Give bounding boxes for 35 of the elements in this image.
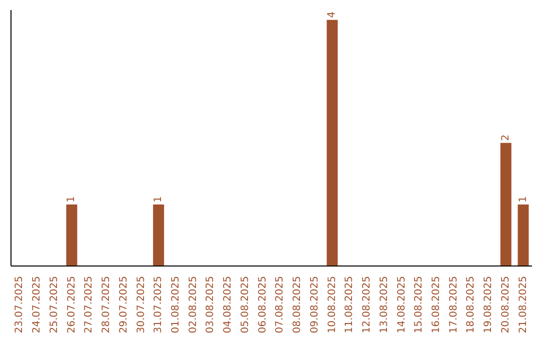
x-tick-label: 29.07.2025 [118,276,130,334]
x-tick-label: 28.07.2025 [101,276,112,334]
x-tick-label: 10.08.2025 [326,276,338,334]
x-tick-label: 12.08.2025 [362,276,373,334]
x-tick-label: 03.08.2025 [205,276,216,334]
data-label: 1 [66,196,78,202]
x-tick-label: 16.08.2025 [430,276,442,334]
x-tick-label: 21.08.2025 [518,276,529,334]
x-tick-label: 07.08.2025 [274,276,286,334]
data-label: 2 [500,134,512,141]
x-tick-label: 30.07.2025 [136,276,147,334]
data-label: 1 [153,196,164,202]
data-label: 1 [518,196,529,202]
x-tick-label: 19.08.2025 [483,276,494,334]
x-tick-label: 11.08.2025 [344,276,356,334]
x-tick-label: 05.08.2025 [240,276,251,334]
x-tick-label: 06.08.2025 [257,276,268,334]
x-tick-label: 04.08.2025 [222,276,234,334]
x-tick-label: 08.08.2025 [292,276,304,334]
x-tick-label: 23.07.2025 [14,276,26,334]
x-tick-label: 26.07.2025 [66,276,78,334]
x-tick-label: 31.07.2025 [153,276,164,334]
x-tick-label: 15.08.2025 [414,276,425,334]
x-tick-label: 02.08.2025 [188,276,199,334]
x-tick-label: 09.08.2025 [309,276,320,334]
x-tick-label: 13.08.2025 [378,276,390,334]
x-tick-label: 17.08.2025 [448,276,460,334]
x-tick-label: 27.07.2025 [84,276,95,334]
data-label: 4 [326,11,338,18]
x-tick-label: 01.08.2025 [170,276,182,334]
x-tick-label: 20.08.2025 [500,276,512,334]
x-tick-label: 18.08.2025 [466,276,477,334]
x-tick-label: 24.07.2025 [32,276,43,334]
x-tick-label: 25.07.2025 [48,276,60,334]
x-tick-label: 14.08.2025 [396,276,408,334]
